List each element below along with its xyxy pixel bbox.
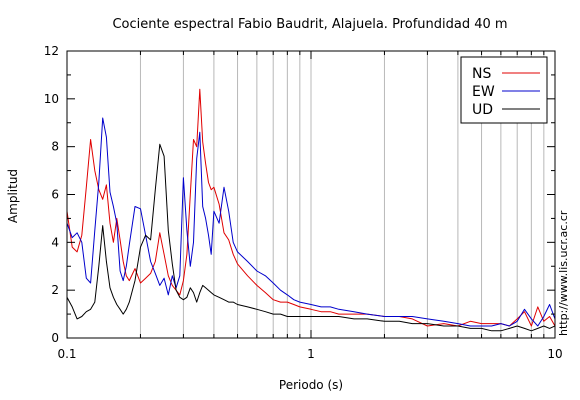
y-tick-label: 10 — [44, 92, 59, 106]
axis-ticks: 0.1 1 10 0 2 4 6 8 10 12 — [44, 44, 563, 361]
y-tick-label: 0 — [51, 331, 59, 345]
y-tick-label: 12 — [44, 44, 59, 58]
legend: NS EW UD — [460, 56, 548, 124]
series-line-ud — [67, 143, 555, 332]
y-tick-label: 6 — [51, 188, 59, 202]
series-line-ns — [67, 88, 555, 327]
series-lines — [67, 88, 555, 332]
y-tick-label: 4 — [51, 235, 59, 249]
y-tick-label: 2 — [51, 283, 59, 297]
x-axis-label: Periodo (s) — [279, 378, 343, 392]
y-tick-label: 8 — [51, 140, 59, 154]
chart-title: Cociente espectral Fabio Baudrit, Alajue… — [112, 17, 507, 32]
x-tick-label: 1 — [307, 347, 315, 361]
legend-label-ns: NS — [472, 66, 491, 82]
x-tick-label: 0.1 — [57, 347, 76, 361]
legend-label-ud: UD — [472, 102, 493, 118]
x-tick-label: 10 — [547, 347, 562, 361]
legend-box — [460, 56, 548, 124]
y-axis-label: Amplitud — [6, 169, 20, 223]
watermark-url: http://www.lis.ucr.ac.cr — [557, 210, 570, 336]
series-line-ew — [67, 117, 555, 327]
legend-label-ew: EW — [472, 84, 495, 100]
